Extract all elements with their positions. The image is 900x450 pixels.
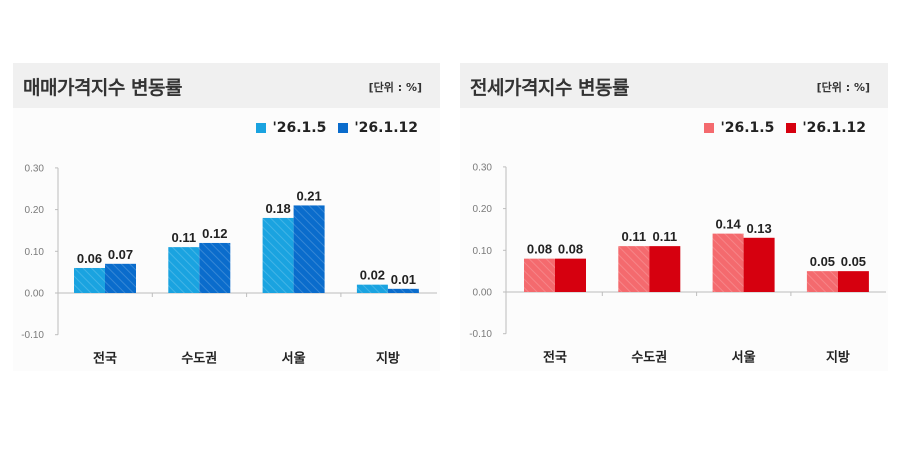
chart-header: 전세가격지수 변동률 [단위 : %] [460, 63, 888, 108]
bar [105, 263, 136, 293]
bar-value-label: 0.06 [77, 251, 102, 266]
x-category-label: 지방 [376, 351, 400, 367]
bar-value-label: 0.02 [360, 268, 385, 283]
bar-value-label: 0.11 [622, 229, 647, 244]
bar [168, 247, 200, 293]
x-category-label: 전국 [93, 351, 117, 367]
bar-value-label: 0.05 [810, 254, 835, 269]
chart-title: 전세가격지수 변동률 [470, 77, 629, 99]
chart-legend: '26.1.5 '26.1.12 [704, 120, 866, 136]
bar-value-label: 0.14 [715, 217, 741, 232]
unit-label: [단위 : %] [368, 81, 422, 94]
bar [743, 237, 775, 292]
y-tick-label: 0.20 [25, 205, 45, 216]
bar [524, 258, 555, 292]
bar [293, 205, 325, 293]
bar-value-label: 0.01 [391, 272, 416, 287]
bar [618, 246, 650, 292]
legend-swatch-icon [704, 123, 715, 133]
bar-chart-plot: 0.30 0.20 0.10 0.00 -0.10 0.06 0.07 전국 0.11 0.12 수… [21, 163, 437, 367]
bar-value-label: 0.07 [108, 247, 133, 262]
bar-value-label: 0.12 [202, 226, 227, 241]
y-tick-label: 0.00 [473, 288, 493, 299]
legend-label: '26.1.12 [354, 120, 418, 136]
bar-value-label: 0.13 [746, 221, 771, 236]
bar-value-label: 0.11 [172, 230, 197, 245]
bar [806, 271, 838, 292]
y-tick-label: -0.10 [21, 330, 44, 341]
bar-value-label: 0.18 [265, 201, 290, 216]
bar [649, 246, 681, 292]
bar-value-label: 0.08 [527, 242, 552, 257]
y-tick-label: 0.10 [25, 247, 45, 258]
legend-item-series-1: '26.1.5 [704, 120, 774, 136]
y-tick-label: 0.10 [473, 246, 493, 257]
bar [712, 233, 744, 292]
sale-price-chart-panel: 매매가격지수 변동률 [단위 : %] '26.1.5 '26.1.12 0.3… [13, 63, 440, 371]
y-tick-label: 0.30 [25, 163, 45, 174]
y-tick-label: -0.10 [469, 329, 492, 340]
x-category-label: 서울 [282, 351, 306, 367]
bar-value-label: 0.21 [296, 188, 321, 203]
y-tick-label: 0.00 [25, 289, 45, 300]
x-category-label: 지방 [826, 350, 850, 366]
bar [555, 258, 586, 292]
legend-label: '26.1.5 [272, 120, 327, 136]
bar [387, 288, 419, 293]
bar [837, 271, 869, 292]
chart-title: 매매가격지수 변동률 [23, 77, 182, 99]
bar-value-label: 0.08 [558, 242, 583, 257]
bar-chart-plot: 0.30 0.20 0.10 0.00 -0.10 0.08 0.08 전국 0.11 0.11 수… [469, 162, 886, 366]
legend-item-series-2: '26.1.12 [786, 120, 866, 136]
legend-label: '26.1.5 [720, 120, 775, 136]
unit-label: [단위 : %] [816, 81, 870, 94]
y-tick-label: 0.30 [473, 162, 493, 173]
bar [262, 217, 294, 293]
jeonse-price-chart-panel: 전세가격지수 변동률 [단위 : %] '26.1.5 '26.1.12 0.3… [460, 63, 888, 371]
x-category-label: 서울 [732, 350, 756, 366]
x-category-label: 수도권 [631, 351, 667, 366]
legend-item-series-2: '26.1.12 [338, 120, 418, 136]
bar [356, 284, 388, 293]
x-category-label: 전국 [543, 350, 567, 366]
y-tick-label: 0.20 [473, 204, 493, 215]
bar-value-label: 0.11 [653, 229, 678, 244]
bar [199, 242, 231, 293]
legend-label: '26.1.12 [802, 120, 866, 136]
bar-value-label: 0.05 [841, 254, 866, 269]
legend-item-series-1: '26.1.5 [256, 120, 326, 136]
bar [74, 267, 105, 293]
chart-header: 매매가격지수 변동률 [단위 : %] [13, 63, 440, 108]
legend-swatch-icon [256, 123, 267, 133]
x-category-label: 수도권 [181, 352, 217, 367]
chart-legend: '26.1.5 '26.1.12 [256, 120, 418, 136]
legend-swatch-icon [786, 123, 797, 133]
legend-swatch-icon [338, 123, 349, 133]
